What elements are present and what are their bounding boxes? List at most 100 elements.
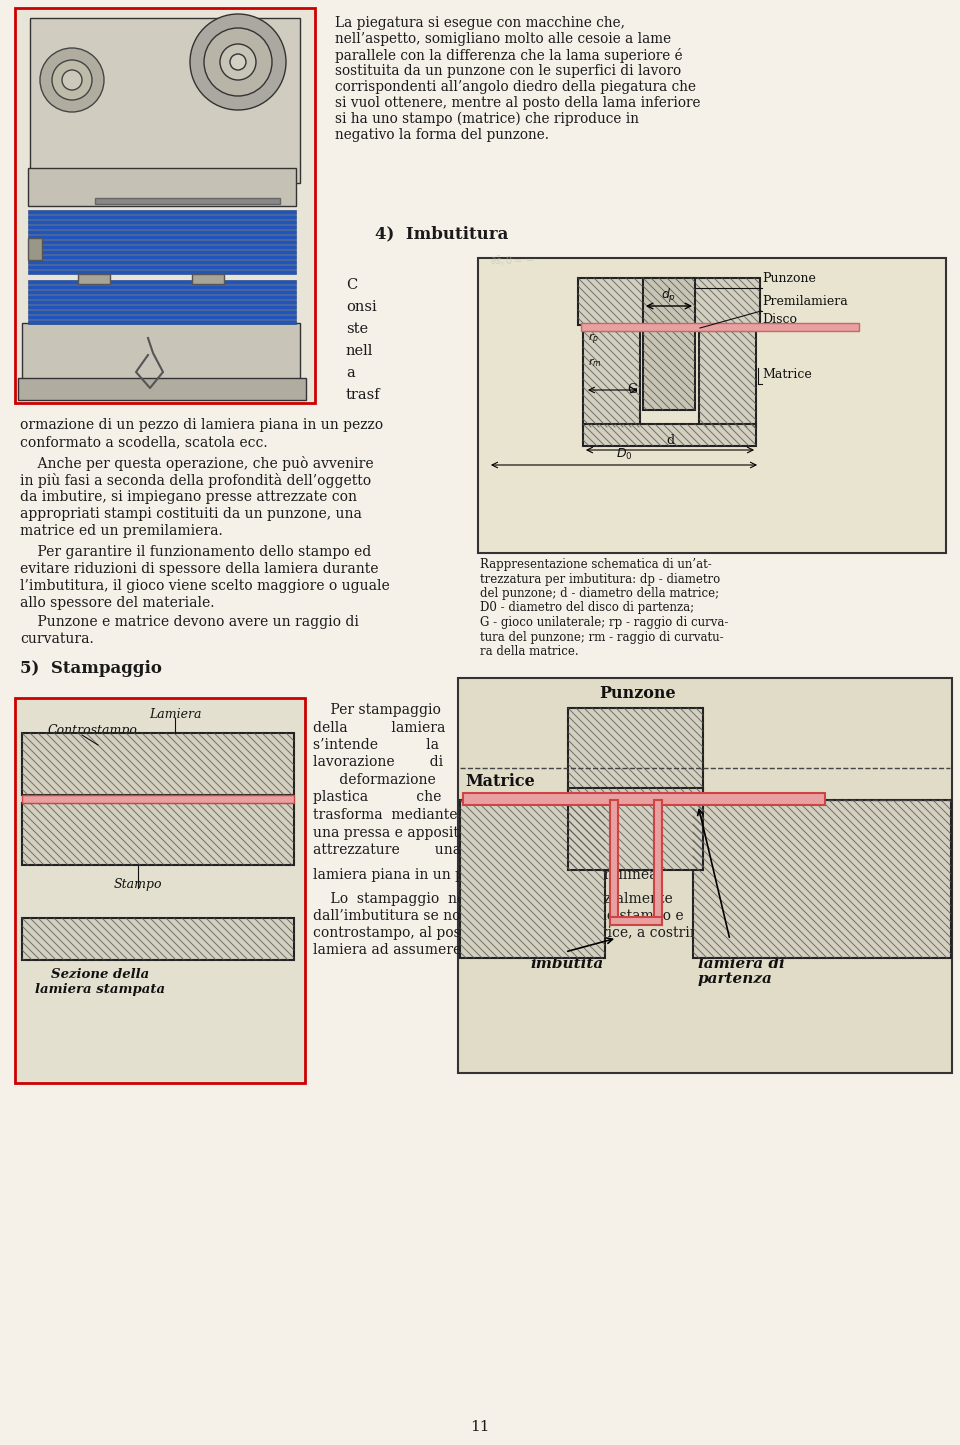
FancyBboxPatch shape <box>693 801 951 958</box>
FancyBboxPatch shape <box>654 801 662 925</box>
FancyBboxPatch shape <box>22 733 294 795</box>
Text: una pressa e apposite: una pressa e apposite <box>313 825 468 840</box>
FancyBboxPatch shape <box>28 220 296 224</box>
Text: $d_p$: $d_p$ <box>661 288 677 305</box>
Text: D0 - diametro del disco di partenza;: D0 - diametro del disco di partenza; <box>480 601 694 614</box>
Circle shape <box>204 27 272 95</box>
FancyBboxPatch shape <box>28 250 296 254</box>
Text: sostituita da un punzone con le superfici di lavoro: sostituita da un punzone con le superfic… <box>335 64 682 78</box>
Text: conformato a scodella, scatola ecc.: conformato a scodella, scatola ecc. <box>20 435 268 449</box>
Text: Rappresentazione schematica di un’at-: Rappresentazione schematica di un’at- <box>480 558 711 571</box>
Text: a: a <box>346 366 355 380</box>
Text: lamiera stampata: lamiera stampata <box>35 983 165 996</box>
Text: ormazione di un pezzo di lamiera piana in un pezzo: ormazione di un pezzo di lamiera piana i… <box>20 418 383 432</box>
Text: Disco di: Disco di <box>698 942 767 957</box>
Text: trezzatura per imbutitura: dp - diametro: trezzatura per imbutitura: dp - diametro <box>480 572 720 585</box>
FancyBboxPatch shape <box>15 698 305 1082</box>
FancyBboxPatch shape <box>28 270 296 275</box>
FancyBboxPatch shape <box>28 280 296 285</box>
Text: Per garantire il funzionamento dello stampo ed: Per garantire il funzionamento dello sta… <box>20 545 372 559</box>
FancyBboxPatch shape <box>568 708 703 790</box>
Text: si ha uno stampo (matrice) che riproduce in: si ha uno stampo (matrice) che riproduce… <box>335 113 639 126</box>
Text: trasf: trasf <box>346 389 380 402</box>
Text: l’imbutitura, il gioco viene scelto maggiore o uguale: l’imbutitura, il gioco viene scelto magg… <box>20 579 390 592</box>
Text: plastica           che: plastica che <box>313 790 442 805</box>
Text: Sezione della: Sezione della <box>51 968 149 981</box>
Text: s’intende           la: s’intende la <box>313 738 439 751</box>
Text: G - gioco unilaterale; rp - raggio di curva-: G - gioco unilaterale; rp - raggio di cu… <box>480 616 729 629</box>
FancyBboxPatch shape <box>643 277 695 410</box>
FancyBboxPatch shape <box>581 324 859 331</box>
FancyBboxPatch shape <box>583 331 640 428</box>
Text: in più fasi a seconda della profondità dell’oggetto: in più fasi a seconda della profondità d… <box>20 473 372 488</box>
Text: $r_p$: $r_p$ <box>588 331 600 347</box>
Text: corrispondenti all’angolo diedro della piegatura che: corrispondenti all’angolo diedro della p… <box>335 79 696 94</box>
FancyBboxPatch shape <box>28 290 296 293</box>
Text: negativo la forma del punzone.: negativo la forma del punzone. <box>335 129 549 142</box>
Text: imbutita: imbutita <box>530 957 603 971</box>
Text: della          lamiera: della lamiera <box>313 721 445 734</box>
FancyBboxPatch shape <box>28 240 296 244</box>
Text: Stampo: Stampo <box>113 879 162 892</box>
Text: 5)  Stampaggio: 5) Stampaggio <box>20 660 162 678</box>
FancyBboxPatch shape <box>22 803 294 866</box>
Text: 11: 11 <box>470 1420 490 1433</box>
Text: matrice ed un premilamiera.: matrice ed un premilamiera. <box>20 525 223 538</box>
FancyBboxPatch shape <box>28 210 296 214</box>
Text: Controstampo: Controstampo <box>48 724 138 737</box>
FancyBboxPatch shape <box>28 319 296 324</box>
FancyBboxPatch shape <box>22 918 294 959</box>
Text: lamiera di: lamiera di <box>698 957 784 971</box>
FancyBboxPatch shape <box>578 277 760 325</box>
Text: Anche per questa operazione, che può avvenire: Anche per questa operazione, che può avv… <box>20 457 373 471</box>
FancyBboxPatch shape <box>28 301 296 303</box>
Text: La piegatura si esegue con macchine che,: La piegatura si esegue con macchine che, <box>335 16 625 30</box>
Text: G: G <box>627 383 637 396</box>
FancyBboxPatch shape <box>28 168 296 207</box>
Text: partenza: partenza <box>698 972 773 985</box>
Text: del punzone; d - diametro della matrice;: del punzone; d - diametro della matrice; <box>480 587 719 600</box>
Text: onsi: onsi <box>346 301 376 314</box>
FancyBboxPatch shape <box>95 198 280 204</box>
FancyBboxPatch shape <box>22 795 294 803</box>
FancyBboxPatch shape <box>15 9 315 403</box>
Text: Punzone: Punzone <box>600 685 676 702</box>
Text: Punzone e matrice devono avere un raggio di: Punzone e matrice devono avere un raggio… <box>20 616 359 629</box>
FancyBboxPatch shape <box>28 246 296 249</box>
FancyBboxPatch shape <box>463 793 825 805</box>
Text: Lamiera: Lamiera <box>149 708 202 721</box>
Text: si vuol ottenere, mentre al posto della lama inferiore: si vuol ottenere, mentre al posto della … <box>335 95 701 110</box>
Text: attrezzature        una: attrezzature una <box>313 842 461 857</box>
Text: Punzone: Punzone <box>762 272 816 285</box>
Circle shape <box>40 48 104 113</box>
Text: d: d <box>666 434 674 447</box>
FancyBboxPatch shape <box>583 423 756 447</box>
Text: ste: ste <box>346 322 368 337</box>
Text: Coppa: Coppa <box>530 942 584 957</box>
Text: da imbutire, si impiegano presse attrezzate con: da imbutire, si impiegano presse attrezz… <box>20 490 357 504</box>
FancyBboxPatch shape <box>28 254 296 259</box>
Circle shape <box>62 69 82 90</box>
Text: ra della matrice.: ra della matrice. <box>480 644 579 657</box>
Circle shape <box>220 43 256 79</box>
FancyBboxPatch shape <box>28 285 296 289</box>
FancyBboxPatch shape <box>30 17 300 184</box>
FancyBboxPatch shape <box>458 678 952 1074</box>
FancyBboxPatch shape <box>610 918 662 925</box>
Text: $\partial\bar{s},0 = -$: $\partial\bar{s},0 = -$ <box>490 254 535 267</box>
Text: curvatura.: curvatura. <box>20 631 94 646</box>
Text: lamiera ad assumere la forma voluta.: lamiera ad assumere la forma voluta. <box>313 944 577 957</box>
Text: nell: nell <box>346 344 373 358</box>
Text: dall’imbutitura se non per il fatto che sono stampo e: dall’imbutitura se non per il fatto che … <box>313 909 684 923</box>
FancyBboxPatch shape <box>28 295 296 299</box>
FancyBboxPatch shape <box>568 788 703 870</box>
FancyBboxPatch shape <box>699 331 756 428</box>
FancyBboxPatch shape <box>18 379 306 400</box>
FancyBboxPatch shape <box>28 305 296 309</box>
FancyBboxPatch shape <box>460 801 605 958</box>
Text: C: C <box>346 277 357 292</box>
Text: lavorazione        di: lavorazione di <box>313 756 444 770</box>
Text: lamiera piana in un pezzo a superficie curvilinea.: lamiera piana in un pezzo a superficie c… <box>313 868 661 881</box>
Circle shape <box>230 53 246 69</box>
FancyBboxPatch shape <box>28 236 296 238</box>
